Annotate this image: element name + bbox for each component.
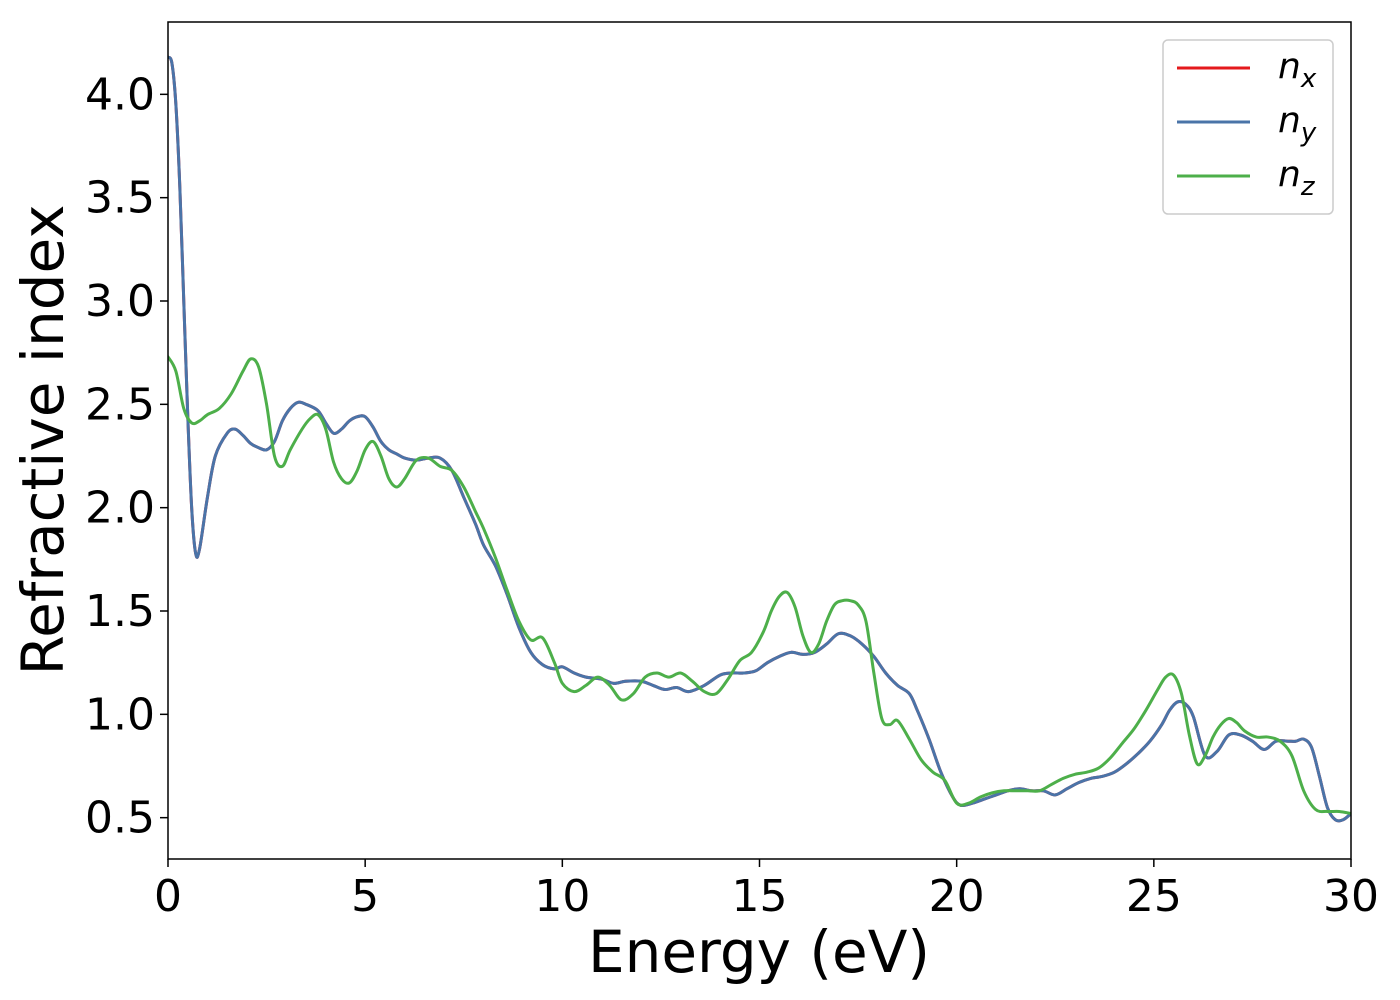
- x-tick-label: 20: [929, 871, 985, 922]
- legend-entries: nx ny nz: [1177, 46, 1317, 202]
- y-axis: 0.5 1.0 1.5 2.0 2.5 3.0 3.5 4.0: [85, 69, 168, 844]
- x-tick-label: 0: [154, 871, 182, 922]
- series-layer: [168, 55, 1351, 823]
- y-tick-label: 1.0: [85, 689, 155, 740]
- y-tick-label: 2.0: [85, 483, 155, 534]
- legend-label-nz: nz: [1278, 154, 1316, 202]
- y-tick-label: 3.5: [85, 173, 155, 224]
- series-line-n-z: [168, 355, 1351, 816]
- y-tick-label: 2.5: [85, 379, 155, 430]
- y-tick-label: 0.5: [85, 793, 155, 844]
- x-tick-label: 15: [732, 871, 788, 922]
- legend-label-nx: nx: [1278, 46, 1317, 94]
- legend-frame: [1162, 39, 1334, 215]
- y-axis-title: Refractive index: [9, 204, 77, 675]
- y-tick-label: 3.0: [85, 276, 155, 327]
- x-tick-label: 5: [351, 871, 379, 922]
- y-tick-label: 4.0: [85, 69, 155, 120]
- x-tick-label: 30: [1323, 871, 1379, 922]
- y-tick-label: 1.5: [85, 586, 155, 637]
- series-line-n-y: [168, 55, 1351, 823]
- x-axis-title: Energy (eV): [588, 918, 930, 986]
- x-tick-label: 25: [1126, 871, 1182, 922]
- legend: nx ny nz: [1162, 39, 1334, 215]
- x-tick-label: 10: [534, 871, 590, 922]
- x-axis: 0 5 10 15 20 25 30: [154, 859, 1379, 922]
- legend-label-ny: ny: [1278, 100, 1317, 148]
